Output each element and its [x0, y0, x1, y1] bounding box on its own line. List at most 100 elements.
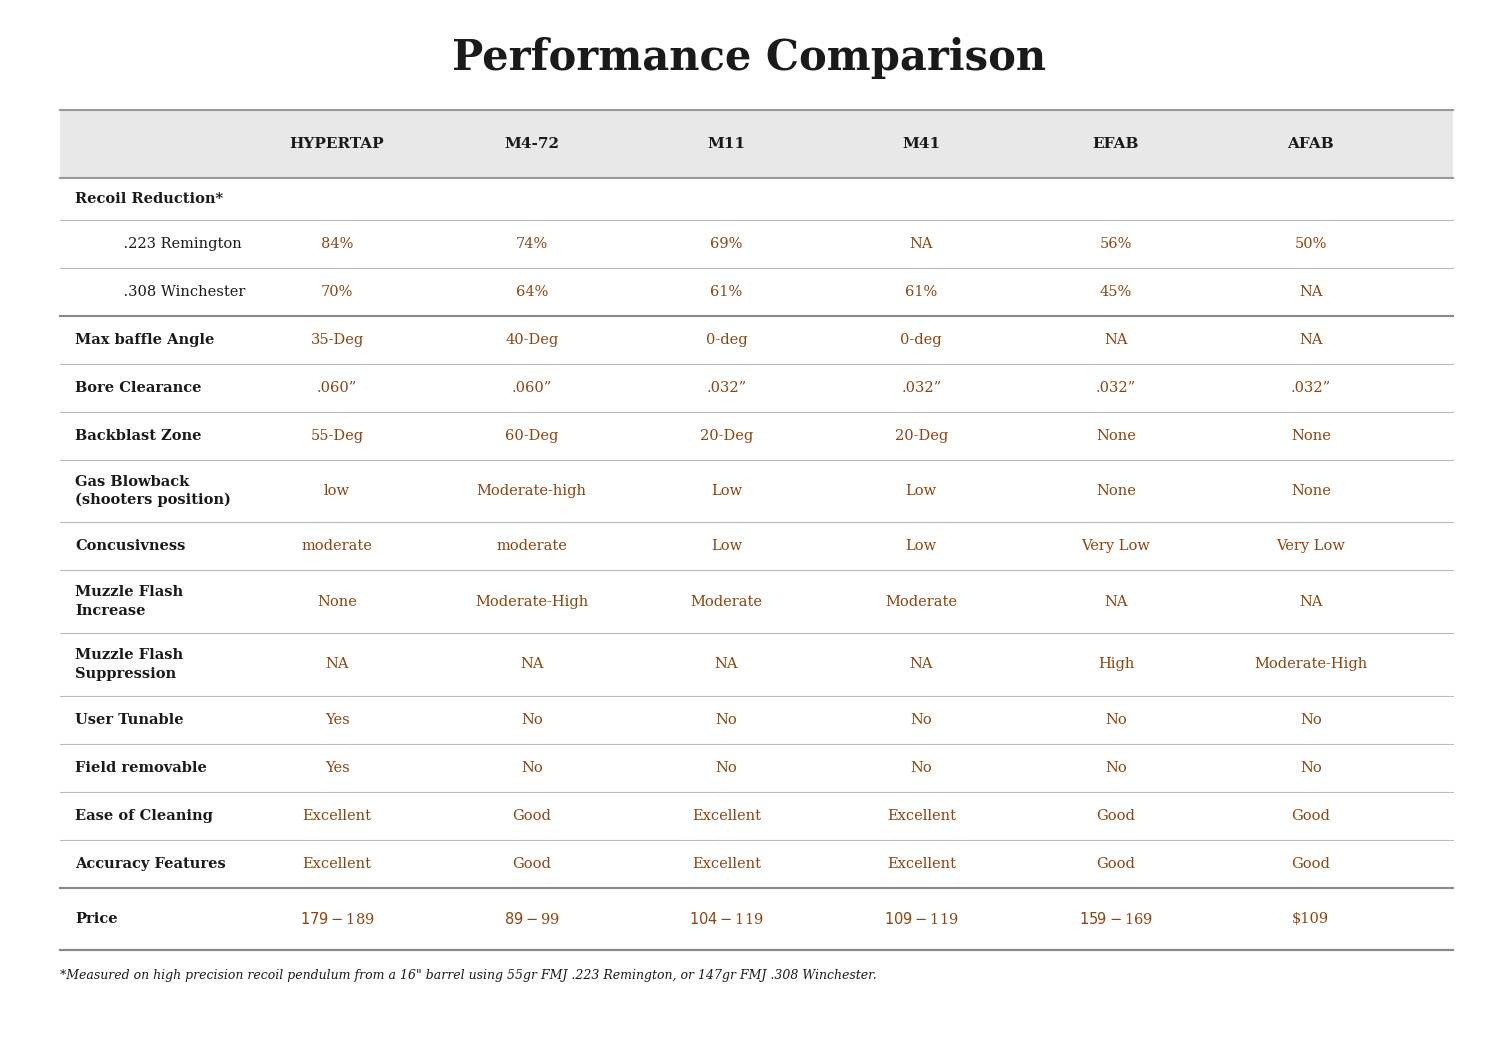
- Text: None: None: [1097, 428, 1135, 443]
- Text: 70%: 70%: [321, 285, 354, 299]
- Text: 20-Deg: 20-Deg: [894, 428, 948, 443]
- Text: Muzzle Flash: Muzzle Flash: [75, 648, 183, 663]
- Text: Excellent: Excellent: [303, 857, 372, 870]
- Text: HYPERTAP: HYPERTAP: [289, 138, 385, 151]
- Text: Field removable: Field removable: [75, 760, 207, 775]
- Text: Yes: Yes: [325, 713, 349, 727]
- Text: Moderate: Moderate: [691, 594, 762, 609]
- Text: Excellent: Excellent: [887, 808, 956, 822]
- Text: No: No: [911, 760, 932, 775]
- Text: None: None: [318, 594, 357, 609]
- Text: No: No: [521, 713, 542, 727]
- Text: (shooters position): (shooters position): [75, 494, 231, 507]
- Text: $109: $109: [1293, 911, 1329, 926]
- Text: Excellent: Excellent: [303, 808, 372, 822]
- Text: No: No: [1300, 713, 1321, 727]
- Text: Moderate-High: Moderate-High: [1254, 657, 1368, 671]
- Text: low: low: [324, 484, 351, 498]
- Text: High: High: [1098, 657, 1134, 671]
- Text: Yes: Yes: [325, 760, 349, 775]
- Text: 84%: 84%: [321, 237, 354, 251]
- Text: Muzzle Flash: Muzzle Flash: [75, 586, 183, 600]
- Text: 69%: 69%: [710, 237, 743, 251]
- Text: Ease of Cleaning: Ease of Cleaning: [75, 808, 213, 822]
- Text: Excellent: Excellent: [692, 857, 761, 870]
- Text: Max baffle Angle: Max baffle Angle: [75, 333, 214, 347]
- Text: $109-$119: $109-$119: [884, 911, 959, 927]
- Text: 74%: 74%: [515, 237, 548, 251]
- Text: .032”: .032”: [1291, 381, 1330, 395]
- Text: M41: M41: [902, 138, 941, 151]
- FancyBboxPatch shape: [60, 110, 1453, 178]
- Text: Very Low: Very Low: [1082, 540, 1150, 553]
- Text: $179-$189: $179-$189: [300, 911, 374, 927]
- Text: Recoil Reduction*: Recoil Reduction*: [75, 192, 223, 206]
- Text: Good: Good: [512, 857, 551, 870]
- Text: .060”: .060”: [512, 381, 551, 395]
- Text: 60-Deg: 60-Deg: [505, 428, 559, 443]
- Text: Backblast Zone: Backblast Zone: [75, 428, 201, 443]
- Text: Low: Low: [906, 540, 936, 553]
- Text: NA: NA: [1104, 594, 1128, 609]
- Text: Moderate-High: Moderate-High: [475, 594, 589, 609]
- Text: .060”: .060”: [318, 381, 357, 395]
- Text: .032”: .032”: [1097, 381, 1135, 395]
- Text: NA: NA: [1299, 594, 1323, 609]
- Text: None: None: [1291, 484, 1330, 498]
- Text: NA: NA: [325, 657, 349, 671]
- Text: NA: NA: [1104, 333, 1128, 347]
- Text: NA: NA: [520, 657, 544, 671]
- Text: 61%: 61%: [905, 285, 938, 299]
- Text: User Tunable: User Tunable: [75, 713, 184, 727]
- Text: Good: Good: [1291, 857, 1330, 870]
- Text: 35-Deg: 35-Deg: [310, 333, 364, 347]
- Text: M11: M11: [707, 138, 746, 151]
- Text: 0-deg: 0-deg: [706, 333, 748, 347]
- Text: Excellent: Excellent: [692, 808, 761, 822]
- Text: *Measured on high precision recoil pendulum from a 16" barrel using 55gr FMJ .22: *Measured on high precision recoil pendu…: [60, 969, 876, 982]
- Text: .308 Winchester: .308 Winchester: [105, 285, 246, 299]
- Text: $89-$99: $89-$99: [503, 911, 560, 927]
- Text: .223 Remington: .223 Remington: [105, 237, 241, 251]
- Text: NA: NA: [1299, 333, 1323, 347]
- Text: Bore Clearance: Bore Clearance: [75, 381, 201, 395]
- Text: No: No: [1106, 713, 1126, 727]
- Text: No: No: [716, 713, 737, 727]
- Text: NA: NA: [715, 657, 739, 671]
- Text: Price: Price: [75, 911, 117, 926]
- Text: Good: Good: [512, 808, 551, 822]
- Text: Excellent: Excellent: [887, 857, 956, 870]
- Text: .032”: .032”: [902, 381, 941, 395]
- Text: None: None: [1097, 484, 1135, 498]
- Text: 50%: 50%: [1294, 237, 1327, 251]
- Text: Low: Low: [712, 484, 742, 498]
- Text: $104-$119: $104-$119: [689, 911, 764, 927]
- Text: Good: Good: [1291, 808, 1330, 822]
- Text: No: No: [521, 760, 542, 775]
- Text: 45%: 45%: [1100, 285, 1132, 299]
- Text: Accuracy Features: Accuracy Features: [75, 857, 226, 870]
- Text: No: No: [1106, 760, 1126, 775]
- Text: AFAB: AFAB: [1287, 138, 1335, 151]
- Text: 0-deg: 0-deg: [900, 333, 942, 347]
- Text: No: No: [911, 713, 932, 727]
- Text: NA: NA: [909, 657, 933, 671]
- Text: moderate: moderate: [301, 540, 373, 553]
- Text: moderate: moderate: [496, 540, 568, 553]
- Text: 40-Deg: 40-Deg: [505, 333, 559, 347]
- Text: NA: NA: [1299, 285, 1323, 299]
- Text: .032”: .032”: [707, 381, 746, 395]
- Text: M4-72: M4-72: [505, 138, 559, 151]
- Text: $159-$169: $159-$169: [1079, 911, 1153, 927]
- Text: Very Low: Very Low: [1276, 540, 1345, 553]
- Text: 61%: 61%: [710, 285, 743, 299]
- Text: No: No: [1300, 760, 1321, 775]
- Text: Increase: Increase: [75, 604, 145, 618]
- Text: NA: NA: [909, 237, 933, 251]
- Text: Suppression: Suppression: [75, 667, 177, 680]
- Text: Low: Low: [906, 484, 936, 498]
- Text: Gas Blowback: Gas Blowback: [75, 475, 189, 489]
- Text: 56%: 56%: [1100, 237, 1132, 251]
- Text: Low: Low: [712, 540, 742, 553]
- Text: 55-Deg: 55-Deg: [310, 428, 364, 443]
